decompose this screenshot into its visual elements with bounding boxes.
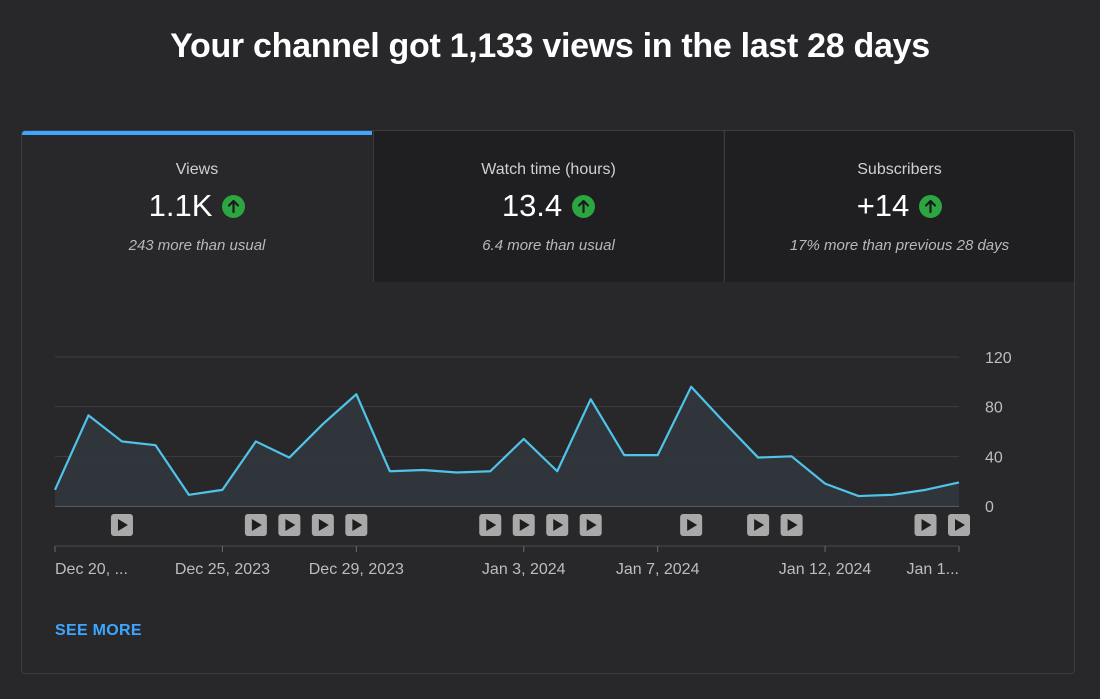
metric-tabs: Views 1.1K 243 more than usual Watch tim…	[22, 131, 1074, 282]
tab-views[interactable]: Views 1.1K 243 more than usual	[22, 131, 372, 282]
video-marker-icon[interactable]	[546, 514, 569, 536]
video-marker-icon[interactable]	[914, 514, 937, 536]
tab-note: 243 more than usual	[128, 237, 266, 254]
video-marker-icon[interactable]	[512, 514, 535, 536]
play-icon	[553, 519, 564, 531]
video-marker-icon[interactable]	[780, 514, 803, 536]
y-tick-label: 120	[985, 350, 1012, 367]
tab-value: 13.4	[501, 188, 563, 223]
play-icon	[687, 519, 698, 531]
video-marker-icon[interactable]	[680, 514, 703, 536]
video-marker-icon[interactable]	[110, 514, 133, 536]
tab-watch-time[interactable]: Watch time (hours) 13.4 6.4 more than us…	[373, 131, 723, 282]
arrow-up-icon	[222, 194, 246, 218]
x-tick-label: Dec 25, 2023	[175, 561, 270, 578]
analytics-card: Views 1.1K 243 more than usual Watch tim…	[21, 130, 1075, 674]
play-icon	[352, 519, 363, 531]
x-tick-label: Jan 12, 2024	[779, 561, 872, 578]
y-tick-label: 0	[985, 499, 994, 516]
play-icon	[251, 519, 262, 531]
play-icon	[519, 519, 530, 531]
arrow-up-icon	[572, 194, 596, 218]
play-icon	[921, 519, 932, 531]
play-icon	[486, 519, 497, 531]
x-tick-label: Jan 7, 2024	[616, 561, 700, 578]
views-area	[55, 386, 959, 506]
video-marker-icon[interactable]	[479, 514, 502, 536]
x-tick-label: Jan 1...	[907, 561, 959, 578]
views-chart: 0 40 80 120 Dec 20, ... Dec 25, 2023 Dec 29, 2…	[53, 350, 1012, 578]
play-icon	[285, 519, 296, 531]
play-icon	[117, 519, 128, 531]
tab-value-row: 13.4	[374, 188, 723, 224]
video-marker-icon[interactable]	[747, 514, 770, 536]
tab-subscribers[interactable]: Subscribers +14 17% more than previous 2…	[724, 131, 1074, 282]
see-more-link[interactable]: SEE MORE	[55, 622, 142, 639]
play-icon	[586, 519, 597, 531]
views-line	[53, 385, 960, 498]
play-icon	[318, 519, 329, 531]
x-tick-label: Dec 29, 2023	[309, 561, 404, 578]
play-icon	[955, 519, 965, 531]
video-marker-icon[interactable]	[948, 514, 970, 536]
active-tab-indicator	[22, 131, 372, 135]
video-marker-icon[interactable]	[345, 514, 368, 536]
video-marker-icon[interactable]	[311, 514, 334, 536]
page-title: Your channel got 1,133 views in the last…	[170, 27, 930, 65]
play-icon	[787, 519, 798, 531]
tab-value: +14	[856, 188, 910, 223]
tab-title: Views	[175, 161, 219, 178]
tab-value: 1.1K	[148, 188, 213, 223]
x-tick-label: Dec 20, ...	[55, 561, 128, 578]
y-tick-label: 40	[985, 449, 1003, 466]
x-tick-label: Jan 3, 2024	[482, 561, 566, 578]
tab-title: Subscribers	[857, 161, 942, 178]
arrow-up-icon	[919, 194, 943, 218]
tab-note: 6.4 more than usual	[482, 237, 615, 254]
video-marker-icon[interactable]	[579, 514, 602, 536]
video-marker-icon[interactable]	[244, 514, 267, 536]
play-icon	[754, 519, 765, 531]
tab-value-row: +14	[725, 188, 1074, 224]
video-marker-icon[interactable]	[278, 514, 301, 536]
tab-title: Watch time (hours)	[481, 161, 616, 178]
tab-value-row: 1.1K	[22, 188, 372, 224]
y-tick-label: 80	[985, 400, 1003, 417]
tab-note: 17% more than previous 28 days	[789, 237, 1010, 254]
